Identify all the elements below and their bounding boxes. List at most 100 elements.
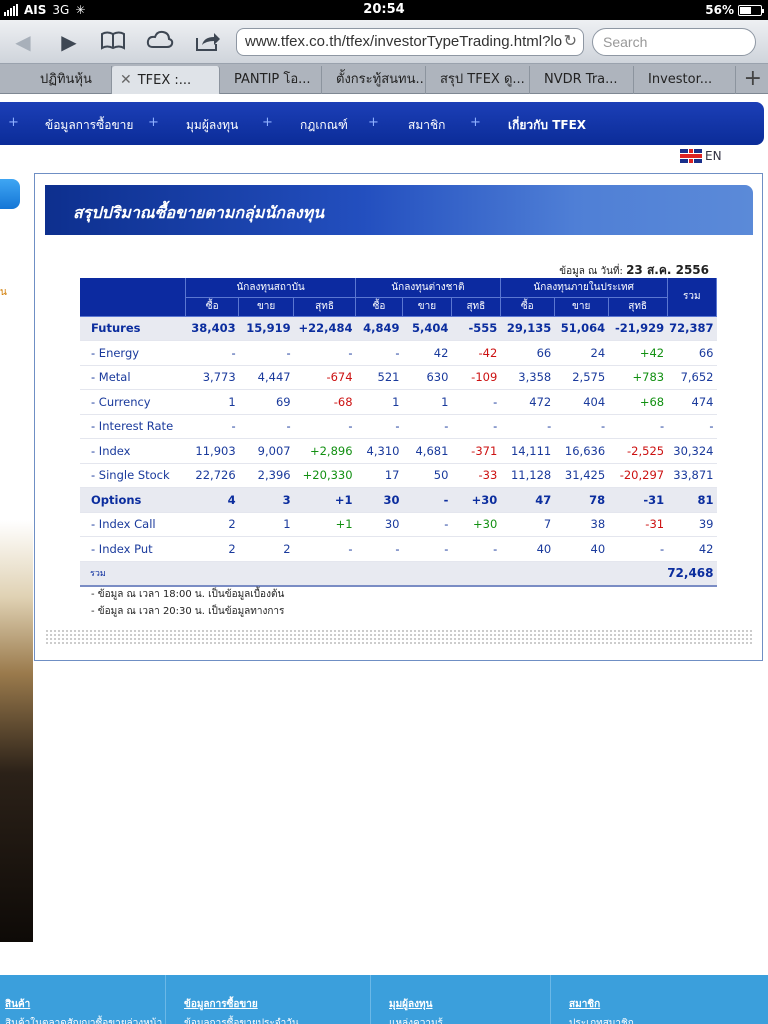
carrier-label: AIS	[24, 3, 47, 17]
panel-title: สรุปปริมาณซื้อขายตามกลุ่มนักลงทุน	[73, 203, 325, 222]
tab-4[interactable]: ตั้งกระทู้สนทน...	[322, 66, 426, 94]
table-cell: -	[355, 340, 403, 366]
table-cell: 4	[185, 487, 239, 513]
table-cell: 3,358	[500, 365, 555, 390]
table-cell: 11,128	[500, 463, 555, 488]
bookmarks-icon[interactable]	[100, 30, 126, 54]
tab-label: PANTIP โอ...	[234, 72, 311, 87]
table-cell: 3	[238, 487, 294, 513]
footer-heading[interactable]: สมาชิก	[569, 999, 601, 1010]
table-cell: -68	[293, 389, 356, 415]
tab-label: Investor...	[648, 72, 713, 87]
table-cell: -	[667, 414, 717, 439]
tab-label: ตั้งกระทู้สนทน...	[336, 72, 426, 87]
table-cell: -	[451, 536, 501, 562]
back-icon[interactable]: ◀	[15, 30, 31, 54]
footer-link[interactable]: แหล่งความรู้	[389, 1018, 443, 1024]
footer-col-investor: มุมผู้ลงทุน แหล่งความรู้	[370, 975, 550, 1024]
table-cell: 7,652	[667, 365, 717, 390]
nav-item-investor-corner[interactable]: มุมผู้ลงทุน	[186, 118, 239, 132]
table-row: - Interest Rate - - - - - - - - - -	[80, 414, 717, 439]
table-cell: 38,403	[185, 316, 239, 341]
table-cell: +22,484	[293, 316, 356, 341]
header-buy: ซื้อ	[500, 297, 555, 317]
icloud-tabs-icon[interactable]	[146, 30, 174, 54]
nav-item-rules[interactable]: กฎเกณฑ์	[300, 118, 348, 132]
footer-link[interactable]: สินค้าในตลาดสัญญาซื้อขายล่วงหน้า	[5, 1018, 163, 1024]
table-cell: -	[185, 414, 239, 439]
web-page: + ข้อมูลการซื้อขาย + มุมผู้ลงทุน + กฎเกณ…	[0, 95, 768, 1024]
table-row: - Single Stock 22,726 2,396 +20,330 17 50 -33 1…	[80, 463, 717, 488]
table-cell: +1	[293, 487, 356, 513]
table-cell: -	[554, 414, 609, 439]
table-row: - Currency 1 69 -68 1 1-472 404 +68 474	[80, 389, 717, 415]
group-row: Options 4 3 +1 30- +30 47 78 -31 81	[80, 487, 717, 513]
url-bar[interactable]: www.tfex.co.th/tfex/investorTypeTrading.…	[236, 28, 584, 56]
tab-6[interactable]: NVDR Tra...	[530, 66, 634, 94]
forward-icon[interactable]: ▶	[61, 30, 77, 54]
table-cell: 51,064	[554, 316, 609, 341]
table-cell: 72,387	[667, 316, 717, 341]
table-cell: 404	[554, 389, 609, 415]
table-cell: 29,135	[500, 316, 555, 341]
nav-item-trading-data[interactable]: ข้อมูลการซื้อขาย	[45, 118, 134, 132]
header-net: สุทธิ	[608, 297, 668, 317]
table-row: - Index 11,903 9,007 +2,896 4,310 4,681 -371 14…	[80, 438, 717, 464]
nav-item-members[interactable]: สมาชิก	[408, 118, 446, 132]
table-cell: 2	[238, 536, 294, 562]
language-switch[interactable]: EN	[680, 149, 722, 163]
table-cell: 4,310	[355, 438, 403, 464]
footer-heading[interactable]: ข้อมูลการซื้อขาย	[184, 999, 258, 1010]
footer-link[interactable]: ข้อมูลการซื้อขายประจำวัน	[184, 1018, 299, 1024]
row-label: Options	[80, 487, 186, 513]
panel-banner: สรุปปริมาณซื้อขายตามกลุ่มนักลงทุน	[45, 185, 753, 235]
table-cell: 1	[355, 389, 403, 415]
as-of-label: ข้อมูล ณ วันที่:	[559, 266, 623, 277]
footer-heading[interactable]: มุมผู้ลงทุน	[389, 999, 433, 1010]
close-tab-icon[interactable]: ✕	[120, 72, 132, 88]
table-cell: 38	[554, 512, 609, 537]
new-tab-icon[interactable]: +	[743, 66, 762, 91]
reload-icon[interactable]: ↻	[563, 33, 577, 50]
footer-link[interactable]: ประเภทสมาชิก	[569, 1018, 634, 1024]
tab-1[interactable]: ปฏิทินหุ้น	[0, 66, 112, 94]
table-cell: 5,404	[402, 316, 452, 341]
table-cell: -	[355, 536, 403, 562]
tab-7[interactable]: Investor...	[634, 66, 736, 94]
footer-col-members: สมาชิก ประเภทสมาชิก	[550, 975, 768, 1024]
table-cell: 1	[402, 389, 452, 415]
table-cell: 66	[667, 340, 717, 366]
table-row: - Index Put 2 2- - - -40 40-42	[80, 536, 717, 562]
row-label: - Metal	[80, 365, 186, 390]
total-value: 72,468	[667, 561, 717, 587]
footer-col-products: สินค้า สินค้าในตลาดสัญญาซื้อขายล่วงหน้า	[0, 975, 165, 1024]
table-cell: -20,297	[608, 463, 668, 488]
side-image	[0, 175, 33, 942]
tab-5[interactable]: สรุป TFEX ดู...	[426, 66, 530, 94]
row-label: - Single Stock	[80, 463, 186, 488]
table-cell: 3,773	[185, 365, 239, 390]
search-input[interactable]: Search	[592, 28, 756, 56]
as-of-value: 23 ส.ค. 2556	[626, 263, 709, 277]
table-cell: 69	[238, 389, 294, 415]
header-group-institutional: นักลงทุนสถาบัน	[185, 278, 357, 298]
table-cell: -	[451, 414, 501, 439]
plus-icon: +	[148, 115, 159, 130]
table-cell: -	[402, 512, 452, 537]
footer-heading[interactable]: สินค้า	[5, 999, 31, 1010]
battery-icon	[738, 4, 764, 16]
nav-item-about[interactable]: เกี่ยวกับ TFEX	[508, 118, 587, 132]
tab-3[interactable]: PANTIP โอ...	[220, 66, 322, 94]
tab-2[interactable]: ✕ TFEX :...	[112, 66, 220, 94]
table-cell: 630	[402, 365, 452, 390]
browser-toolbar: ◀ ▶ www.tfex.co.th/tfex/investorTypeTrad…	[0, 20, 768, 64]
share-icon[interactable]	[194, 30, 220, 54]
signal-icon	[4, 4, 18, 16]
header-group-local: นักลงทุนภายในประเทศ	[500, 278, 668, 298]
side-button[interactable]	[0, 179, 20, 209]
table-cell: 78	[554, 487, 609, 513]
table-cell: -555	[451, 316, 501, 341]
table-cell: -21,929	[608, 316, 668, 341]
table-cell: +30	[451, 487, 501, 513]
row-label: - Index Put	[80, 536, 186, 562]
